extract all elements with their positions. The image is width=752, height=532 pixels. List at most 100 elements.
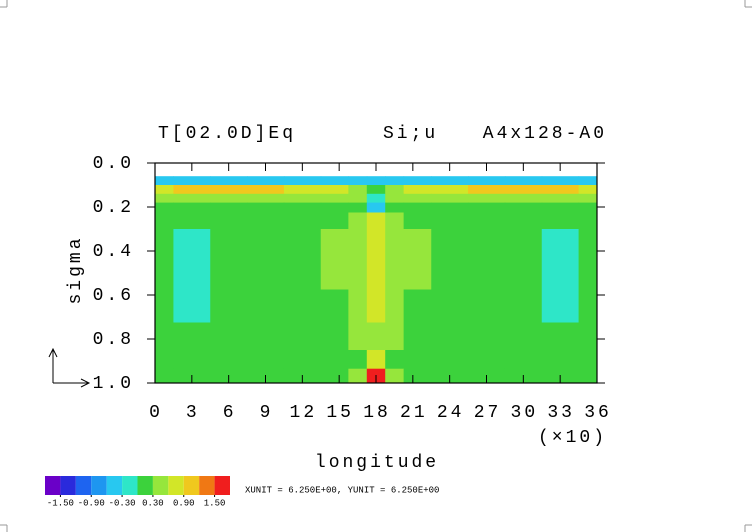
x-tick-label: 33 [547,403,575,423]
field-cell [155,185,174,195]
field-cell [173,202,211,213]
field-cell [403,229,432,257]
x-tick-label: 12 [290,403,318,423]
field-cell [283,212,322,230]
field-cell [173,185,211,195]
field-cell [578,368,597,383]
field-cell [320,212,349,230]
y-axis-label: sigma [66,235,86,304]
field-cell [247,185,285,195]
field-cell [403,368,432,383]
field-cell [541,185,580,195]
field-cell [504,350,543,370]
field-cell [173,193,211,204]
field-cell [578,202,597,213]
field-cell [155,229,174,257]
x-tick-label: 3 [186,403,200,423]
field-cell [210,350,248,370]
field-cell [541,322,580,351]
field-cell [385,229,405,257]
field-cell [385,202,405,213]
field-cell [504,185,543,195]
field-cell [578,185,597,195]
field-cell [431,289,469,323]
field-cell [468,176,506,186]
field-cell [283,185,322,195]
field-cell [541,256,580,290]
field-cell [320,350,349,370]
field-cell [348,176,368,186]
colorbar-box [152,476,169,495]
colorbar-box [137,476,153,495]
y-tick-label: 0.4 [93,242,134,262]
field-cell [578,229,597,257]
field-cell [283,176,322,186]
colorbar-box [183,476,200,495]
field-cell [155,176,174,186]
field-cell [468,322,506,351]
colorbar-box [60,476,76,495]
x-tick-label: 21 [400,403,428,423]
field-cell [155,289,174,323]
field [155,176,597,383]
colorbar-box [45,476,61,495]
reference-arrow [48,347,91,388]
field-cell [366,185,386,195]
colorbar-label: 0.90 [173,498,195,508]
x-tick-label: 9 [260,403,274,423]
field-cell [431,229,469,257]
field-cell [403,350,432,370]
field-cell [366,202,386,213]
colorbar-box [122,476,138,495]
field-cell [173,256,211,290]
field-cell [283,202,322,213]
field-cell [431,185,469,195]
field-cell [210,289,248,323]
field-cell [348,368,368,383]
y-tick-label: 0.0 [93,154,134,174]
field-cell [320,229,349,257]
field-cell [504,193,543,204]
field-cell [348,256,368,290]
field-cell [210,322,248,351]
field-cell [348,202,368,213]
field-cell [366,350,386,370]
colorbar-label: 0.30 [142,498,164,508]
field-cell [504,176,543,186]
field-cell [155,212,174,230]
colorbar-box [168,476,184,495]
colorbar-box [214,476,230,495]
y-tick-label: 1.0 [93,374,134,394]
field-cell [468,229,506,257]
field-cell [578,289,597,323]
field-cell [320,322,349,351]
x-tick-label: 18 [363,403,391,423]
field-cell [366,212,386,230]
field-cell [541,229,580,257]
field-cell [348,322,368,351]
field-cell [385,193,405,204]
field-cell [283,229,322,257]
y-tick-label: 0.6 [93,286,134,306]
field-cell [247,176,285,186]
field-cell [504,229,543,257]
field-cell [403,185,432,195]
field-cell [431,256,469,290]
field-cell [541,202,580,213]
field-cell [320,289,349,323]
field-cell [173,350,211,370]
field-cell [348,212,368,230]
field-cell [385,322,405,351]
field-cell [173,229,211,257]
field-cell [348,289,368,323]
field-cell [173,289,211,323]
field-cell [541,193,580,204]
field-cell [385,176,405,186]
field-cell [247,212,285,230]
field-cell [431,322,469,351]
field-cell [385,368,405,383]
